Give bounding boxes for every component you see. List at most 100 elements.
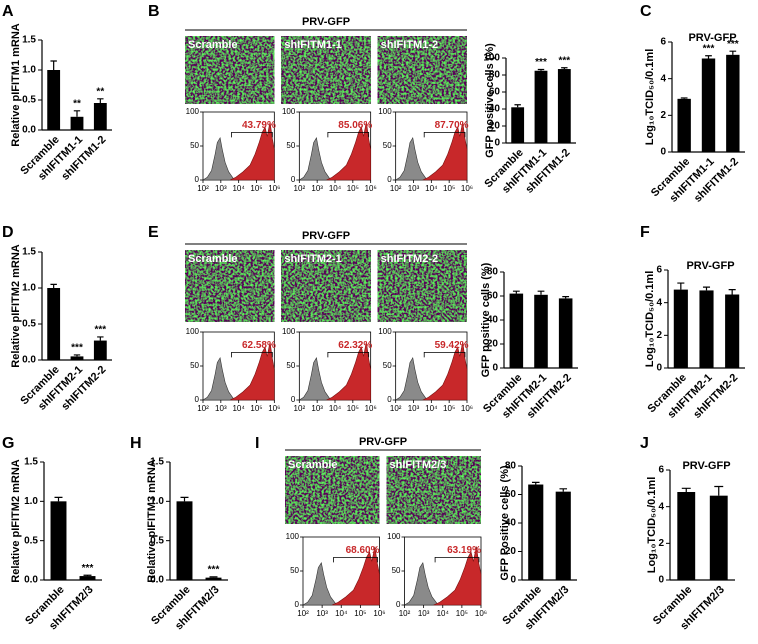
- x-tick-label: 10⁵: [250, 184, 262, 193]
- y-tick-label: 0: [195, 395, 200, 404]
- y-axis-label: GFP Positive cells (%): [499, 465, 511, 581]
- panel-letter: C: [640, 3, 652, 20]
- y-axis-label: Relative pIFITM3 mRNA: [146, 459, 158, 583]
- x-tick-label: 10⁴: [335, 609, 348, 618]
- positive-histogram: [326, 121, 371, 181]
- bar: [673, 289, 688, 368]
- chart-title: PRV-GFP: [686, 260, 734, 272]
- image-label: shIFITM2/3: [390, 459, 447, 471]
- bar: [509, 293, 524, 368]
- bar: [511, 107, 525, 143]
- error-bar: [512, 290, 520, 294]
- x-tick-label: 10³: [311, 404, 323, 413]
- error-bar: [83, 574, 92, 577]
- positive-histogram: [229, 121, 275, 181]
- y-axis-label: Relative pIFITM2 mRNA: [10, 459, 22, 583]
- x-tick-label: 10³: [408, 184, 420, 193]
- y-tick-label: 100: [282, 327, 296, 336]
- y-tick-label: 0.5: [22, 319, 36, 330]
- y-tick-label: 0: [510, 575, 516, 586]
- gate-label: 68.60%: [346, 545, 380, 556]
- micrograph: [281, 250, 371, 322]
- error-bar: [561, 67, 568, 70]
- y-axis-label: Relative pIFITM1 mRNA: [10, 23, 22, 147]
- gate: [327, 352, 370, 358]
- error-bar: [73, 110, 81, 117]
- y-tick-label: 6: [660, 37, 666, 48]
- significance: ***: [82, 563, 94, 574]
- gate-label: 59.42%: [435, 340, 469, 351]
- y-axis-label: Log₁₀TCID₅₀/0.1ml: [646, 477, 658, 574]
- significance: **: [73, 98, 81, 109]
- y-tick-label: 50: [290, 566, 299, 575]
- negative-histogram: [298, 137, 332, 181]
- y-tick-label: 1.0: [22, 65, 36, 76]
- y-tick-label: 2: [656, 330, 662, 341]
- y-tick-label: 0.5: [22, 95, 36, 106]
- error-bar: [677, 282, 685, 290]
- significance: ***: [71, 343, 83, 354]
- negative-histogram: [201, 357, 235, 401]
- panel-letter: D: [2, 224, 14, 241]
- y-tick-label: 50: [392, 566, 401, 575]
- x-tick-label: 10⁶: [461, 184, 473, 193]
- y-tick-label: 20: [487, 339, 499, 350]
- panel-letter: H: [130, 435, 142, 452]
- y-tick-label: 100: [378, 107, 392, 116]
- bar: [699, 290, 714, 368]
- y-axis-label: GFP positive cells (%): [480, 262, 492, 377]
- y-tick-label: 0.5: [150, 535, 164, 546]
- y-tick-label: 0.0: [22, 125, 36, 136]
- x-tick-label: 10²: [294, 184, 306, 193]
- gate: [423, 132, 466, 138]
- positive-histogram: [422, 121, 468, 181]
- y-tick-label: 20: [505, 546, 517, 557]
- panel-letter: G: [2, 435, 14, 452]
- gate: [333, 557, 378, 563]
- significance: ***: [208, 564, 220, 575]
- y-tick-label: 0: [660, 147, 666, 158]
- x-tick-label: 10²: [390, 184, 402, 193]
- micrograph: [377, 250, 467, 322]
- y-tick-label: 80: [505, 461, 517, 472]
- y-tick-label: 50: [383, 361, 392, 370]
- x-tick-label: 10³: [311, 184, 323, 193]
- x-tick-label: 10⁵: [347, 404, 359, 413]
- image-label: shIFITM2-1: [284, 253, 341, 265]
- y-tick-label: 1.5: [24, 457, 38, 468]
- x-tick-label: 10³: [418, 609, 430, 618]
- gate: [231, 132, 273, 138]
- y-tick-label: 100: [387, 532, 401, 541]
- y-tick-label: 0: [291, 175, 296, 184]
- x-tick-label: 10⁵: [354, 609, 366, 618]
- panel-letter: F: [640, 224, 650, 241]
- x-tick-label: 10³: [215, 184, 227, 193]
- bar: [557, 69, 571, 143]
- bar: [176, 501, 193, 580]
- y-tick-label: 100: [282, 107, 296, 116]
- x-tick-label: 10⁵: [443, 404, 455, 413]
- x-tick-label: 10⁵: [443, 184, 455, 193]
- bar: [726, 54, 740, 153]
- bar: [534, 294, 548, 368]
- y-tick-label: 40: [487, 315, 499, 326]
- error-bar: [562, 296, 570, 299]
- y-tick-label: 1.5: [22, 247, 36, 258]
- micrograph: [281, 36, 371, 104]
- image-label: Scramble: [288, 459, 338, 471]
- y-tick-label: 0.5: [24, 535, 38, 546]
- gate: [423, 352, 466, 358]
- bar: [205, 577, 222, 580]
- error-bar: [559, 488, 568, 492]
- error-bar: [537, 290, 545, 295]
- significance: ***: [558, 55, 570, 66]
- y-tick-label: 0: [291, 395, 296, 404]
- bar: [677, 98, 691, 152]
- error-bar: [728, 289, 736, 295]
- bar: [47, 70, 61, 130]
- bar: [677, 492, 696, 580]
- x-tick-label: 10⁶: [461, 404, 473, 413]
- x-tick-label: 10²: [197, 184, 209, 193]
- y-tick-label: 100: [286, 532, 300, 541]
